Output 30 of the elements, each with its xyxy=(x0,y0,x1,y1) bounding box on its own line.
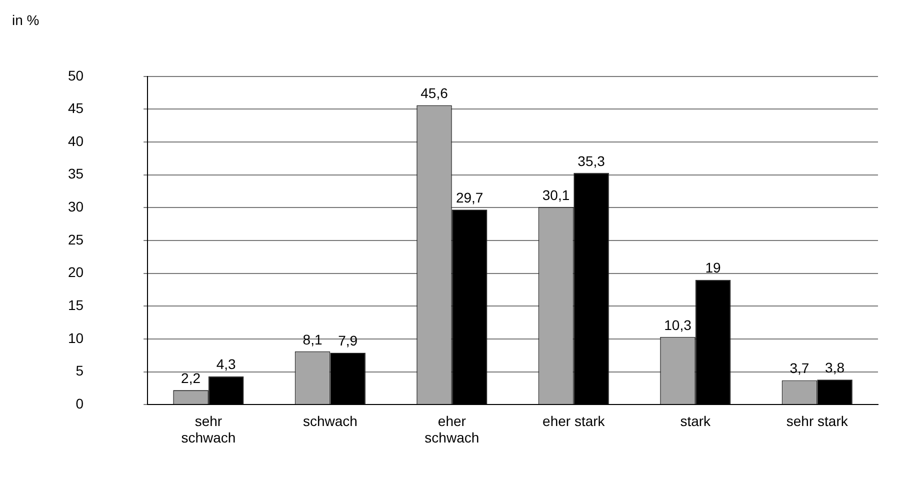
y-tick-label: 35 xyxy=(68,166,84,182)
x-tick-label: eher stark xyxy=(542,412,606,429)
x-tick-label: schwach xyxy=(302,412,358,429)
data-label: 35,3 xyxy=(578,152,606,169)
data-label: 29,7 xyxy=(456,190,484,206)
y-tick-label: 45 xyxy=(68,100,84,116)
y-axis-title: in % xyxy=(12,12,40,28)
data-label: 2,2 xyxy=(181,370,201,386)
y-tick-label: 40 xyxy=(68,132,84,149)
y-tick-label: 5 xyxy=(76,362,84,379)
y-tick-label: 10 xyxy=(68,330,84,346)
data-label: 3,7 xyxy=(790,360,810,376)
y-tick-label: 30 xyxy=(68,198,84,215)
y-tick-label: 20 xyxy=(68,264,84,280)
x-tick-label: stark xyxy=(680,412,712,429)
data-label: 10,3 xyxy=(664,316,692,333)
data-label: 19 xyxy=(705,260,722,276)
data-label: 45,6 xyxy=(420,85,448,102)
data-label: 7,9 xyxy=(338,332,358,349)
y-tick-label: 15 xyxy=(68,297,84,313)
data-label: 3,8 xyxy=(825,360,845,376)
x-tick-label: sehr schwach xyxy=(181,412,236,446)
x-tick-label: sehr stark xyxy=(786,412,849,429)
data-label: 4,3 xyxy=(216,356,236,372)
data-label: 30,1 xyxy=(542,186,570,203)
y-tick-label: 50 xyxy=(68,67,84,84)
data-label: 8,1 xyxy=(302,331,322,348)
y-tick-label: 0 xyxy=(76,395,84,412)
x-tick-label: eher schwach xyxy=(424,412,480,446)
y-tick-label: 25 xyxy=(68,231,84,248)
